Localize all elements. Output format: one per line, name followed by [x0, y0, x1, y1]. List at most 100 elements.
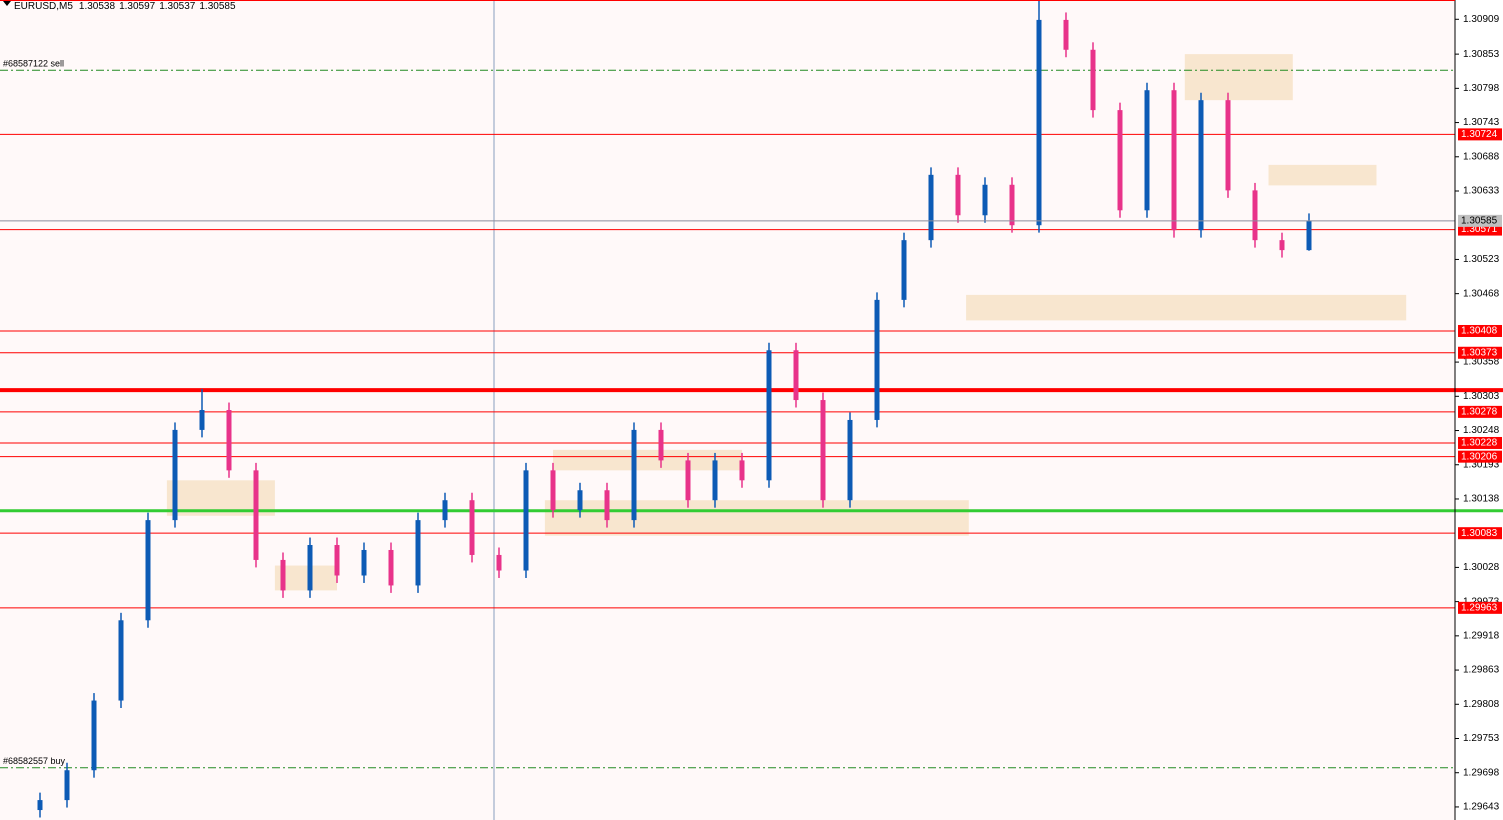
y-tick-label: 1.30853	[1463, 49, 1500, 60]
candle-body	[1009, 184, 1015, 226]
plot-background	[0, 0, 1455, 820]
candle-body	[334, 545, 340, 576]
level-label: 1.30228	[1461, 438, 1498, 449]
y-tick-label: 1.30028	[1463, 562, 1500, 573]
y-tick-label: 1.30468	[1463, 288, 1500, 299]
candle-body	[496, 554, 502, 571]
candle-body	[1144, 90, 1150, 211]
candle-body	[739, 460, 745, 481]
candle-body	[145, 520, 151, 621]
candle-body	[1225, 100, 1231, 191]
candle-body	[793, 350, 799, 401]
candle-body	[469, 500, 475, 555]
y-tick-label: 1.30248	[1463, 425, 1500, 436]
y-tick-label: 1.30909	[1463, 14, 1500, 25]
candle-body	[928, 174, 934, 241]
candle-body	[226, 410, 232, 471]
candle-body	[604, 490, 610, 521]
zone	[1184, 54, 1293, 101]
level-label-bg	[1458, 601, 1502, 614]
y-tick-label: 1.29698	[1463, 767, 1500, 778]
y-tick-label: 1.29808	[1463, 699, 1500, 710]
y-tick-label: 1.30303	[1463, 391, 1500, 402]
y-tick-label: 1.30358	[1463, 357, 1500, 368]
candle-body	[523, 470, 529, 571]
level-label-bg	[1458, 450, 1502, 463]
level-label-bg	[1458, 324, 1502, 337]
candle-body	[307, 545, 313, 591]
level-label-bg	[1458, 346, 1502, 359]
order-label: #68582557 buy	[3, 756, 66, 766]
y-tick-label: 1.29753	[1463, 733, 1500, 744]
candle-body	[172, 429, 178, 521]
candle-body	[1171, 90, 1177, 231]
zone	[553, 449, 742, 471]
candle-body	[955, 174, 961, 216]
menu-arrow[interactable]	[3, 1, 11, 6]
level-label: 1.30373	[1461, 347, 1498, 358]
level-label-bg	[1458, 527, 1502, 540]
candle-body	[1117, 110, 1123, 211]
candle-body	[37, 800, 43, 811]
candle-body	[550, 470, 556, 511]
candle-body	[874, 299, 880, 420]
level-label: 1.30571	[1461, 224, 1498, 235]
candle-body	[982, 184, 988, 216]
candle-body	[901, 240, 907, 300]
zone	[544, 500, 969, 536]
candle-body	[442, 500, 448, 521]
candle-body	[847, 419, 853, 501]
candle-body	[712, 460, 718, 501]
level-label: 1.29963	[1461, 602, 1498, 613]
candle-body	[577, 490, 583, 511]
y-tick-label: 1.30138	[1463, 494, 1500, 505]
y-tick-label: 1.29643	[1463, 802, 1500, 813]
level-label: 1.30278	[1461, 407, 1498, 418]
candle-body	[631, 429, 637, 521]
level-label-bg	[1458, 436, 1502, 449]
candle-body	[253, 470, 259, 560]
candle-body	[415, 520, 421, 586]
candle-body	[1036, 19, 1042, 226]
y-tick-label: 1.30743	[1463, 117, 1500, 128]
candle-body	[685, 460, 691, 501]
y-tick-label: 1.29973	[1463, 596, 1500, 607]
candle-body	[199, 410, 205, 430]
level-label: 1.30724	[1461, 129, 1498, 140]
level-label: 1.30408	[1461, 326, 1498, 337]
candle-body	[118, 620, 124, 701]
price-label: 1.30585	[1461, 216, 1498, 227]
candle-body	[1252, 190, 1258, 241]
symbol: EURUSD,M5	[14, 1, 73, 12]
header-close: 1.30585	[199, 1, 236, 12]
y-tick-label: 1.30633	[1463, 186, 1500, 197]
candle-body	[1063, 19, 1069, 50]
header-low: 1.30537	[159, 1, 196, 12]
header-open: 1.30538	[79, 1, 116, 12]
y-tick-label: 1.30193	[1463, 459, 1500, 470]
chart-header: EURUSD,M5 1.30538 1.30597 1.30537 1.30585	[14, 1, 236, 12]
zone	[966, 294, 1407, 321]
candle-body	[280, 559, 286, 591]
level-label-bg	[1458, 405, 1502, 418]
candle-body	[91, 700, 97, 771]
level-label: 1.30206	[1461, 451, 1498, 462]
candle-body	[658, 429, 664, 461]
candle-body	[388, 549, 394, 586]
candle-body	[1279, 240, 1285, 251]
order-label: #68587122 sell	[3, 59, 64, 69]
candle-body	[361, 549, 367, 576]
zone	[1268, 164, 1377, 186]
level-label-bg	[1458, 128, 1502, 141]
y-tick-label: 1.30523	[1463, 254, 1500, 265]
y-tick-label: 1.29918	[1463, 630, 1500, 641]
candle-body	[1090, 49, 1096, 111]
header-high: 1.30597	[119, 1, 156, 12]
candle-body	[1198, 100, 1204, 231]
candle-body	[820, 400, 826, 501]
y-tick-label: 1.30798	[1463, 83, 1500, 94]
candle-body	[64, 770, 70, 801]
price-label-bg	[1458, 214, 1502, 227]
